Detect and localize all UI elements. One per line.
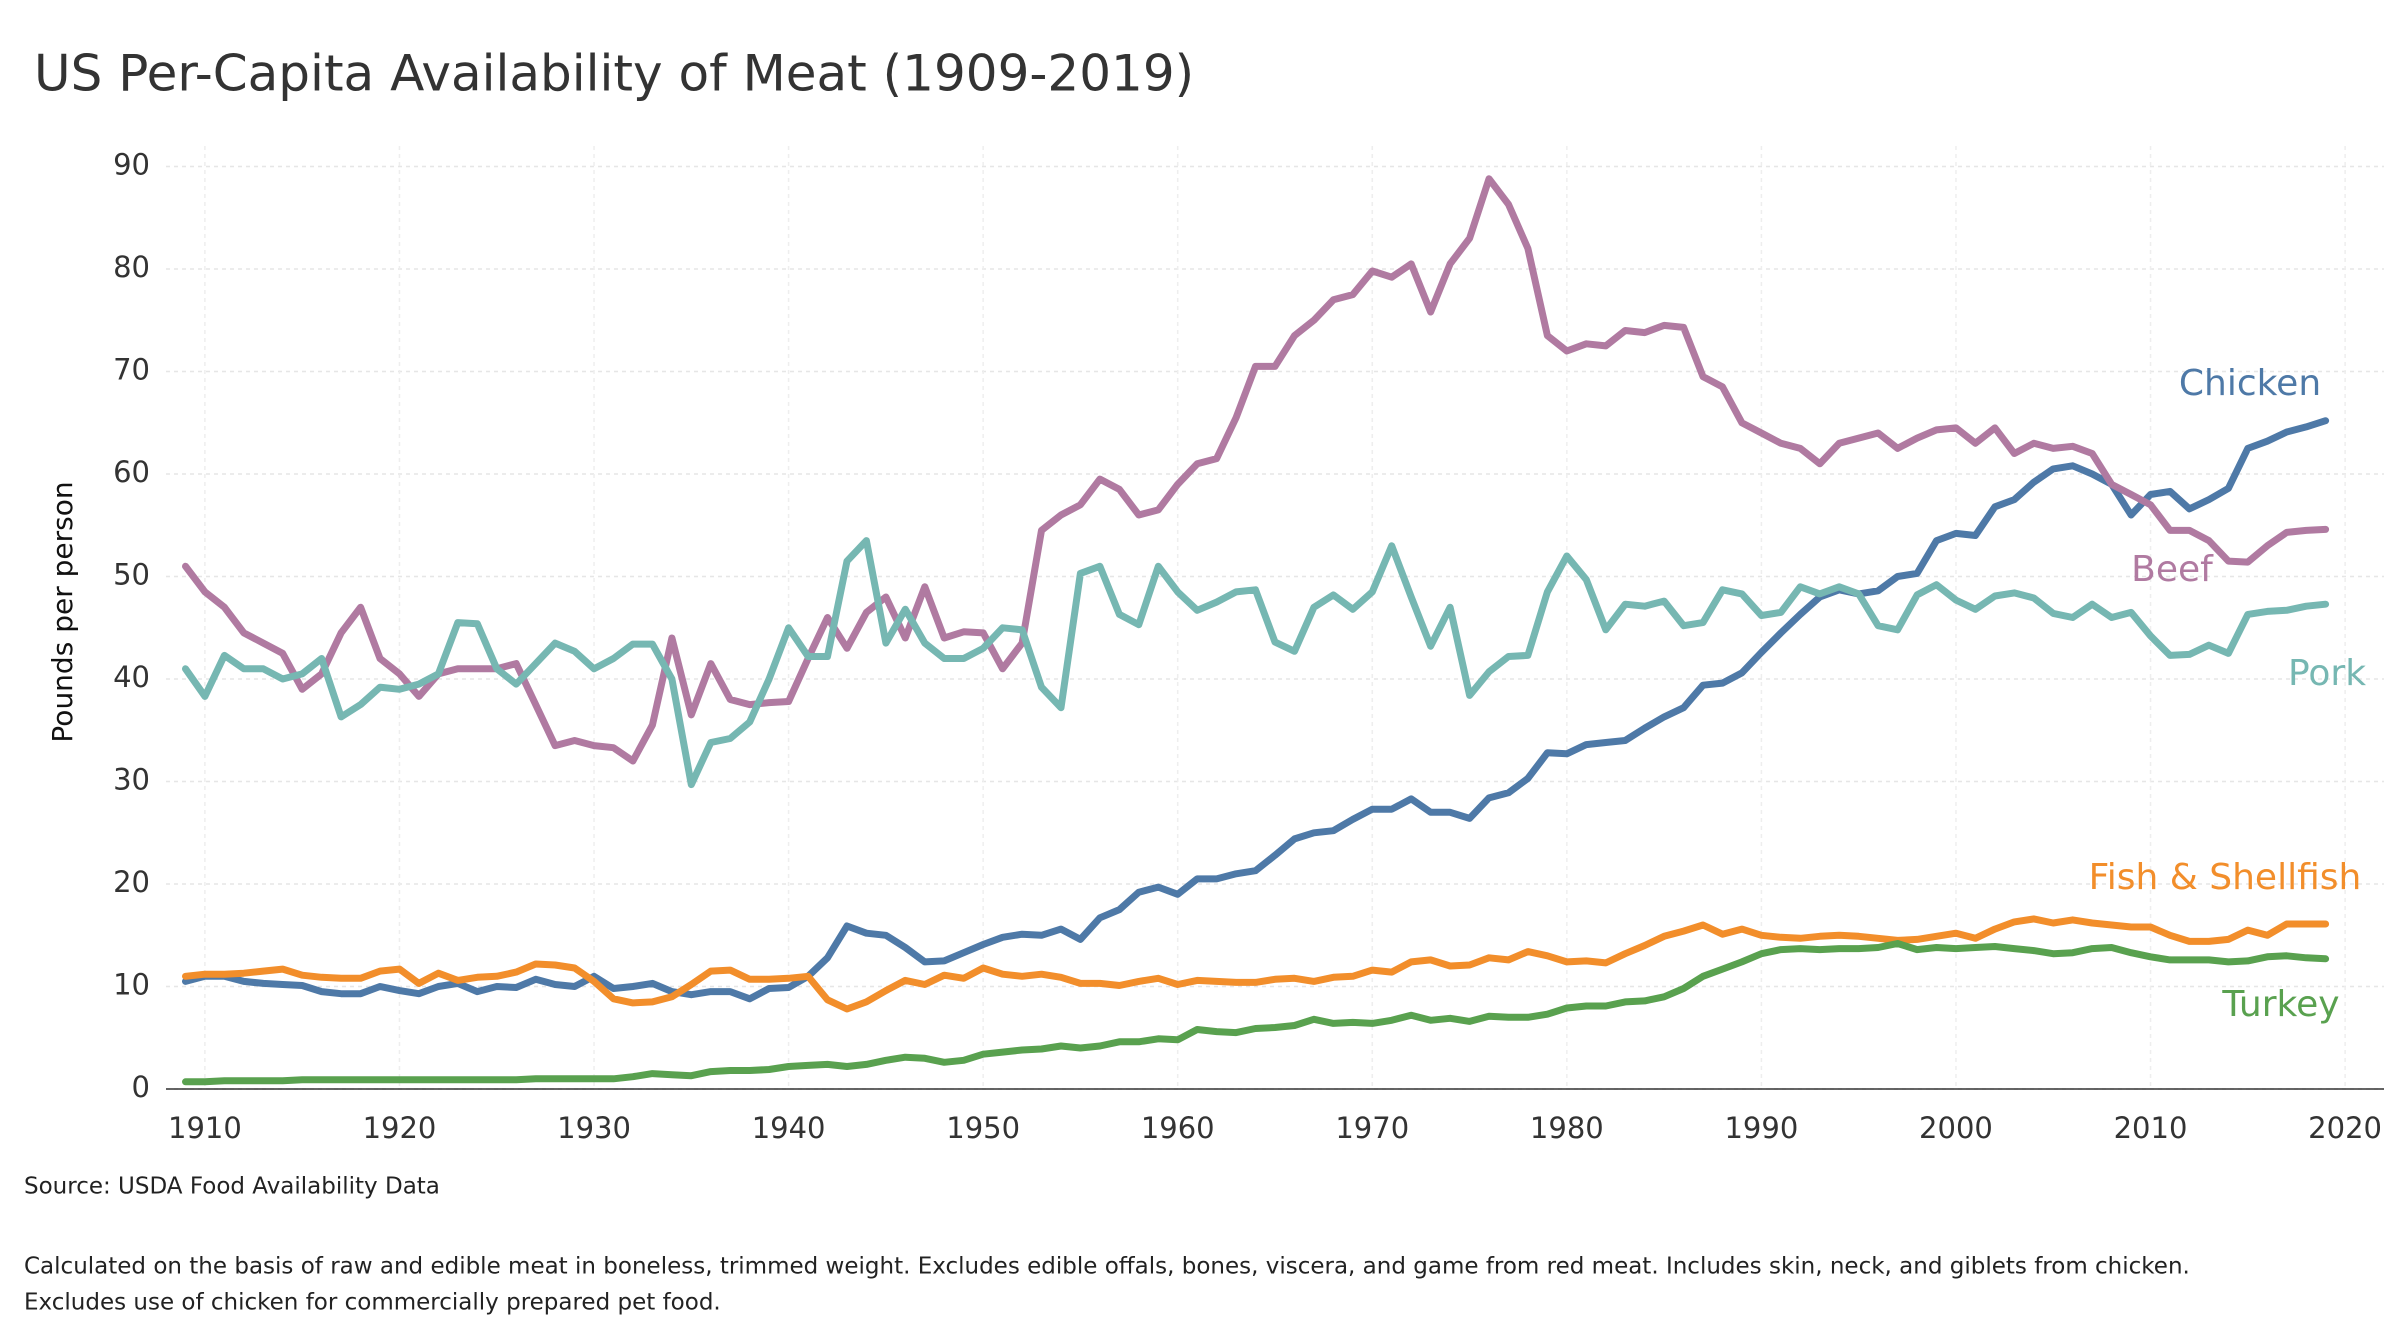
series-label: Fish & Shellfish <box>2089 857 2362 898</box>
x-tick-label: 1940 <box>752 1111 826 1145</box>
y-tick-label: 0 <box>132 1070 150 1104</box>
series-line <box>182 417 2330 1003</box>
series-label: Pork <box>2288 653 2366 694</box>
series-line <box>182 537 2330 789</box>
y-tick-label: 60 <box>113 455 150 489</box>
y-axis-label: Pounds per person <box>46 481 79 742</box>
y-tick-label: 90 <box>113 148 150 182</box>
y-tick-label: 70 <box>113 353 150 387</box>
note-line: Excludes use of chicken for commercially… <box>24 1290 721 1316</box>
x-tick-label: 2010 <box>2114 1111 2188 1145</box>
x-tick-label: 1910 <box>168 1111 242 1145</box>
y-tick-label: 40 <box>113 660 150 694</box>
x-tick-label: 1950 <box>946 1111 1020 1145</box>
x-tick-label: 2020 <box>2308 1111 2382 1145</box>
y-tick-label: 30 <box>113 763 150 797</box>
y-tick-label: 20 <box>113 865 150 899</box>
source: Source: USDA Food Availability Data <box>24 1174 440 1200</box>
x-tick-label: 1960 <box>1141 1111 1215 1145</box>
note-line: Calculated on the basis of raw and edibl… <box>24 1254 2190 1280</box>
x-tick-label: 1920 <box>363 1111 437 1145</box>
x-tick-label: 1980 <box>1530 1111 1604 1145</box>
series-label: Beef <box>2131 549 2214 590</box>
series-line <box>182 940 2330 1086</box>
chart-title: US Per-Capita Availability of Meat (1909… <box>34 45 1194 103</box>
y-tick-label: 80 <box>113 250 150 284</box>
x-tick-label: 1930 <box>557 1111 631 1145</box>
x-tick-label: 1990 <box>1724 1111 1798 1145</box>
x-tick-label: 2000 <box>1919 1111 1993 1145</box>
series-line <box>182 915 2330 1013</box>
series-line <box>182 175 2330 765</box>
y-tick-label: 10 <box>113 968 150 1002</box>
series-label: Turkey <box>2221 984 2339 1025</box>
series-label: Chicken <box>2179 363 2321 404</box>
y-tick-label: 50 <box>113 558 150 592</box>
x-tick-label: 1970 <box>1335 1111 1409 1145</box>
